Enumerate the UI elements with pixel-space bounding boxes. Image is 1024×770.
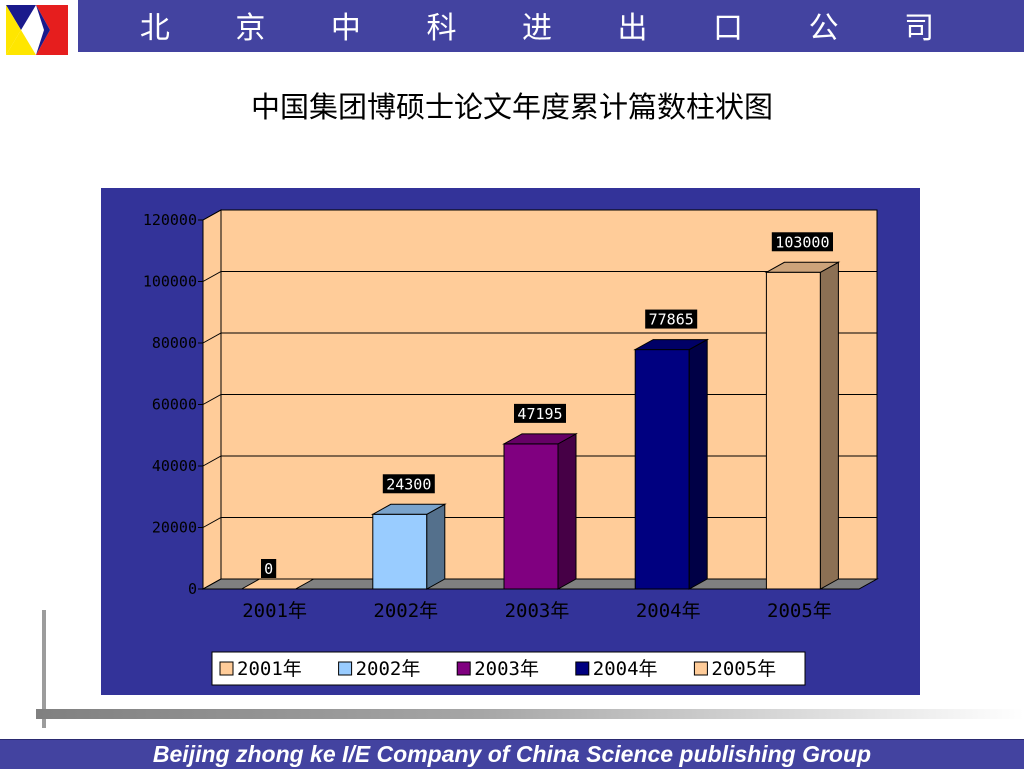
y-tick-label: 60000 (152, 396, 197, 414)
bar-2002年: 24300 (370, 474, 447, 590)
y-tick-label: 0 (188, 580, 197, 598)
y-tick-label: 100000 (143, 273, 197, 291)
x-tick-label: 2004年 (636, 600, 701, 622)
footer-bar (0, 739, 1024, 769)
x-tick-label: 2002年 (373, 600, 438, 622)
data-label-box (514, 403, 566, 423)
y-tick-label: 40000 (152, 457, 197, 475)
footer-text: Beijing zhong ke I/E Company of China Sc… (152, 741, 872, 767)
logo-red-shape (36, 5, 68, 55)
bar-front (634, 349, 690, 590)
data-label: 77865 (649, 311, 694, 329)
data-label: 103000 (775, 233, 829, 251)
decorative-horizontal-line (36, 709, 1024, 719)
bar-2005年: 103000 (764, 232, 841, 590)
gridline (202, 271, 877, 282)
bar-top (633, 339, 710, 351)
bar-top (764, 261, 841, 273)
y-tick-label: 120000 (143, 211, 197, 229)
x-tick-label: 2005年 (767, 600, 832, 622)
bar-side (688, 338, 708, 590)
data-label: 47195 (517, 405, 562, 423)
slide-title: 中国集团博硕士论文年度累计篇数柱状图 (250, 90, 773, 124)
bar-top (239, 578, 316, 590)
data-label: 24300 (386, 475, 431, 493)
bar-front (765, 271, 821, 590)
bar-side (557, 433, 577, 590)
bar-front (372, 513, 428, 590)
legend-swatch (219, 661, 234, 676)
bar-front (503, 443, 559, 590)
logo-blue-shape (6, 5, 36, 30)
x-tick-label: 2001年 (242, 600, 307, 622)
bar-top (502, 433, 578, 445)
legend-label: 2003年 (474, 658, 539, 680)
legend-label: 2004年 (593, 658, 658, 680)
bar-2004年: 77865 (633, 309, 710, 590)
chart-panel: 0 20000 40000 60000 80000 100000 120000 0 2001年 2… (101, 188, 920, 695)
bar-side (426, 503, 446, 590)
bar-2003年: 47195 (502, 403, 578, 590)
data-label: 0 (264, 560, 273, 578)
legend-swatch (456, 661, 471, 676)
decorative-vertical-line (42, 610, 46, 728)
y-tick-label: 20000 (152, 519, 197, 537)
legend-swatch (693, 661, 708, 676)
x-tick-label: 2003年 (505, 600, 570, 622)
gridline (202, 332, 877, 344)
legend-label: 2005年 (711, 658, 776, 680)
gridline (202, 209, 877, 221)
logo-yellow-shape (6, 5, 21, 55)
company-name: 北 京 中 科 进 出 口 公 司 (139, 11, 963, 46)
bar-2001年: 0 (239, 559, 316, 590)
data-label-box (261, 559, 277, 578)
y-tick-label: 80000 (152, 334, 197, 352)
legend-label: 2002年 (356, 658, 421, 680)
data-label-box (645, 309, 698, 329)
legend-label: 2001年 (237, 658, 302, 680)
company-logo (6, 5, 68, 55)
legend-swatch (575, 661, 590, 676)
header-bar (78, 0, 1024, 52)
bar-chart: 0 20000 40000 60000 80000 100000 120000 0 2001年 2… (143, 209, 879, 686)
bar-side (819, 261, 839, 590)
data-label-box (771, 232, 833, 252)
bar-top (370, 503, 447, 515)
data-label-box (382, 474, 435, 494)
legend-swatch (338, 661, 353, 676)
